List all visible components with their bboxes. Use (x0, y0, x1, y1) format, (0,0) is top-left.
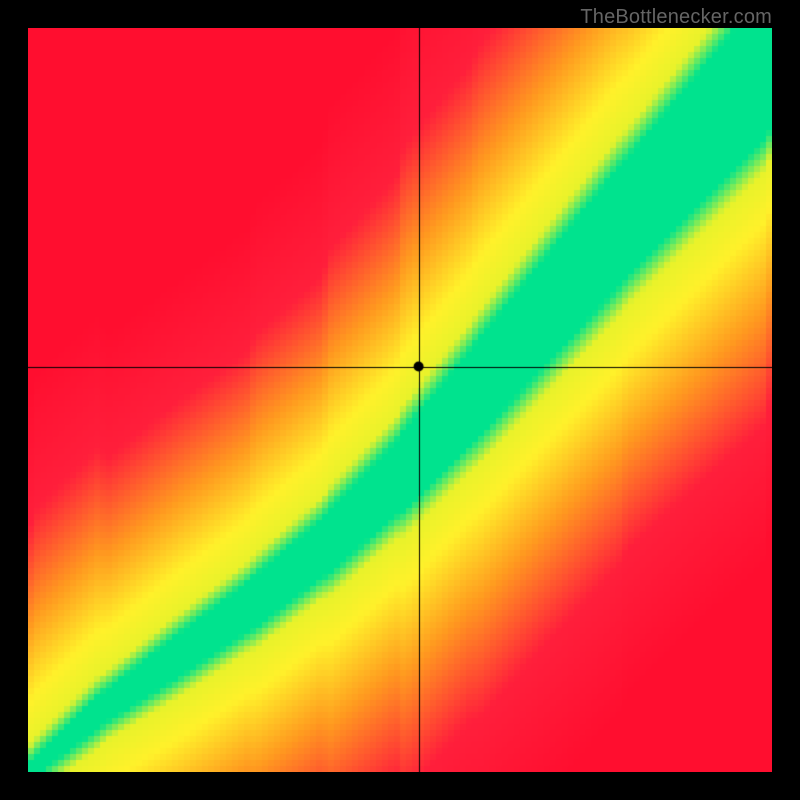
heatmap-canvas (28, 28, 772, 772)
bottleneck-heatmap (28, 28, 772, 772)
watermark-text: TheBottlenecker.com (580, 6, 772, 29)
